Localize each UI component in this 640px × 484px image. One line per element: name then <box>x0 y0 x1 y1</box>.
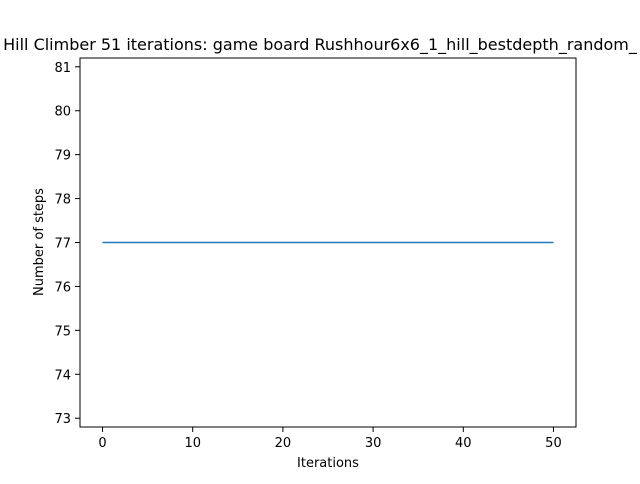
y-axis-ticks: 73 74 75 76 77 78 79 80 81 <box>54 61 80 427</box>
y-tick-label: 76 <box>54 280 71 295</box>
chart-title: Hill Climber 51 iterations: game board R… <box>3 35 638 55</box>
y-tick-label: 75 <box>54 324 71 339</box>
x-axis-label: Iterations <box>297 456 359 471</box>
x-tick-label: 0 <box>98 436 106 451</box>
x-axis-ticks: 0 10 20 30 40 50 <box>98 427 562 451</box>
x-tick-label: 20 <box>275 436 292 451</box>
y-tick-label: 74 <box>54 368 71 383</box>
y-axis-label: Number of steps <box>32 188 47 296</box>
y-tick-label: 77 <box>54 237 71 252</box>
y-tick-label: 80 <box>54 105 71 120</box>
x-tick-label: 30 <box>365 436 382 451</box>
y-tick-label: 81 <box>54 61 71 76</box>
x-tick-label: 40 <box>455 436 472 451</box>
x-tick-label: 10 <box>184 436 201 451</box>
y-tick-label: 78 <box>54 193 71 208</box>
y-tick-label: 73 <box>54 412 71 427</box>
plot-frame <box>79 57 577 428</box>
x-tick-label: 50 <box>545 436 562 451</box>
y-tick-label: 79 <box>54 149 71 164</box>
